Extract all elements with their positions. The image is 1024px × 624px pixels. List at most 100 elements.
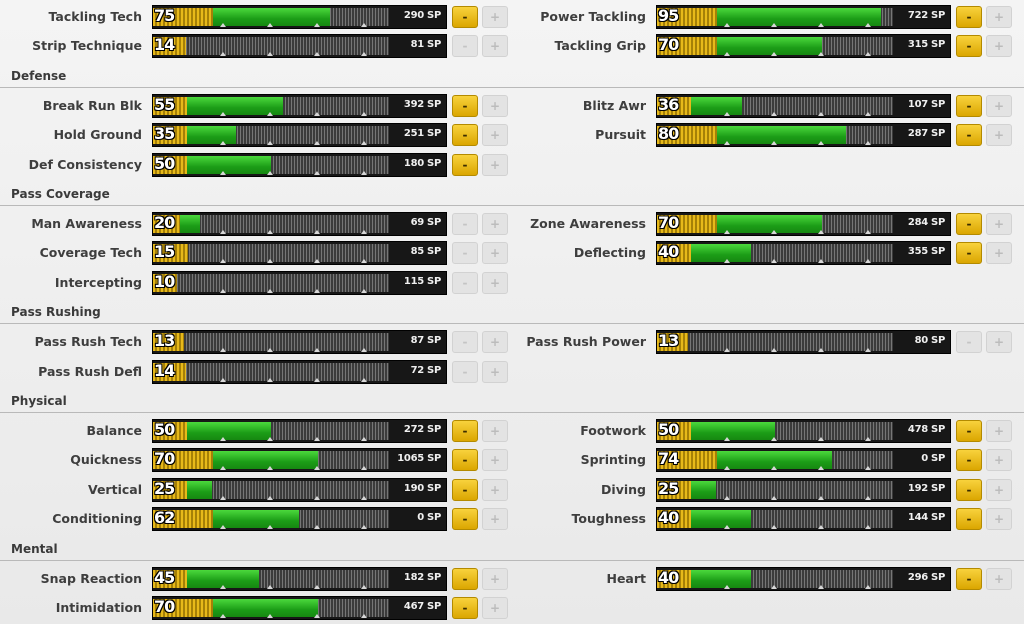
decrease-toughness-button[interactable]: - — [956, 508, 982, 531]
increase-break-run-blk-button[interactable]: + — [482, 94, 508, 117]
decrease-footwork-button[interactable]: - — [956, 420, 982, 442]
increase-diving-button[interactable]: + — [986, 478, 1012, 501]
increase-heart-button[interactable]: + — [986, 567, 1012, 590]
stat-bar-zone-awareness[interactable]: 70 284 SP — [656, 212, 951, 236]
decrease-heart-button[interactable]: - — [956, 567, 982, 590]
stat-bar-intercepting[interactable]: 10 115 SP — [152, 270, 447, 295]
stat-bar-tackling-grip[interactable]: 70 315 SP — [656, 34, 951, 59]
stat-bar-heart[interactable]: 40 296 SP — [656, 566, 951, 591]
increase-intimidation-button[interactable]: + — [482, 597, 508, 619]
decrease-quickness-button[interactable]: - — [452, 449, 478, 472]
decrease-strip-technique-button[interactable]: - — [452, 35, 478, 58]
increase-balance-button[interactable]: + — [482, 420, 508, 442]
increase-toughness-button[interactable]: + — [986, 508, 1012, 531]
decrease-man-awareness-button[interactable]: - — [452, 213, 478, 235]
stat-label-tackling-grip: Tackling Grip — [554, 38, 647, 54]
stat-bar-vertical[interactable]: 25 190 SP — [152, 477, 447, 502]
stat-bar-coverage-tech[interactable]: 15 85 SP — [152, 241, 447, 266]
stat-bar-tick — [865, 111, 871, 116]
stat-bar-pass-rush-tech[interactable]: 13 87 SP — [152, 330, 447, 355]
increase-man-awareness-button[interactable]: + — [482, 213, 508, 235]
stat-bar-man-awareness[interactable]: 20 69 SP — [152, 212, 447, 236]
stat-bar-tick — [865, 437, 871, 441]
stat-bar-strip-technique[interactable]: 14 81 SP — [152, 34, 447, 59]
increase-blitz-awr-button[interactable]: + — [986, 94, 1012, 117]
stat-bar-break-run-blk[interactable]: 55 392 SP — [152, 93, 447, 118]
decrease-deflecting-button[interactable]: - — [956, 242, 982, 265]
decrease-tackling-tech-button[interactable]: - — [452, 6, 478, 28]
stat-sp-cost: 190 SP — [403, 482, 441, 494]
increase-pass-rush-power-button[interactable]: + — [986, 331, 1012, 354]
stat-value: 13 — [154, 331, 175, 351]
decrease-tackling-grip-button[interactable]: - — [956, 35, 982, 58]
stat-bar-def-consistency[interactable]: 50 180 SP — [152, 152, 447, 177]
stat-bar-power-tackling[interactable]: 95 722 SP — [656, 5, 951, 29]
stat-bar-quickness[interactable]: 70 1065 SP — [152, 448, 447, 473]
increase-coverage-tech-button[interactable]: + — [482, 242, 508, 265]
stat-bar-snap-reaction[interactable]: 45 182 SP — [152, 566, 447, 591]
stat-bar-diving[interactable]: 25 192 SP — [656, 477, 951, 502]
increase-sprinting-button[interactable]: + — [986, 449, 1012, 472]
stat-bar-conditioning[interactable]: 62 0 SP — [152, 507, 447, 532]
decrease-snap-reaction-button[interactable]: - — [452, 567, 478, 590]
decrease-break-run-blk-button[interactable]: - — [452, 94, 478, 117]
stat-bar-tick — [267, 288, 273, 293]
decrease-intercepting-button[interactable]: - — [452, 271, 478, 294]
stat-bar-hold-ground[interactable]: 35 251 SP — [152, 123, 447, 148]
stat-bar-tick — [724, 437, 730, 441]
stat-bar-toughness[interactable]: 40 144 SP — [656, 507, 951, 532]
increase-power-tackling-button[interactable]: + — [986, 6, 1012, 28]
increase-strip-technique-button[interactable]: + — [482, 35, 508, 58]
stat-bar-pursuit[interactable]: 80 287 SP — [656, 123, 951, 148]
stat-label-pursuit: Pursuit — [595, 127, 646, 143]
increase-tackling-grip-button[interactable]: + — [986, 35, 1012, 58]
decrease-diving-button[interactable]: - — [956, 478, 982, 501]
decrease-balance-button[interactable]: - — [452, 420, 478, 442]
stat-label-sprinting: Sprinting — [580, 452, 646, 468]
increase-snap-reaction-button[interactable]: + — [482, 567, 508, 590]
decrease-pursuit-button[interactable]: - — [956, 124, 982, 147]
increase-conditioning-button[interactable]: + — [482, 508, 508, 531]
stat-bar-fill — [657, 244, 752, 263]
increase-vertical-button[interactable]: + — [482, 478, 508, 501]
decrease-intimidation-button[interactable]: - — [452, 597, 478, 619]
decrease-pass-rush-power-button[interactable]: - — [956, 331, 982, 354]
increase-footwork-button[interactable]: + — [986, 420, 1012, 442]
stat-bar-tick — [771, 230, 777, 234]
increase-pursuit-button[interactable]: + — [986, 124, 1012, 147]
decrease-conditioning-button[interactable]: - — [452, 508, 478, 531]
stat-bar-tick — [865, 23, 871, 27]
increase-intercepting-button[interactable]: + — [482, 271, 508, 294]
stat-bar-tick — [267, 525, 273, 530]
stat-bar-intimidation[interactable]: 70 467 SP — [152, 596, 447, 620]
decrease-def-consistency-button[interactable]: - — [452, 153, 478, 176]
increase-zone-awareness-button[interactable]: + — [986, 213, 1012, 235]
increase-deflecting-button[interactable]: + — [986, 242, 1012, 265]
increase-hold-ground-button[interactable]: + — [482, 124, 508, 147]
increase-def-consistency-button[interactable]: + — [482, 153, 508, 176]
increase-quickness-button[interactable]: + — [482, 449, 508, 472]
decrease-blitz-awr-button[interactable]: - — [956, 94, 982, 117]
stat-bar-pass-rush-defl[interactable]: 14 72 SP — [152, 359, 447, 384]
stat-bar-progress — [717, 37, 823, 56]
stat-bar-progress — [213, 8, 330, 26]
decrease-power-tackling-button[interactable]: - — [956, 6, 982, 28]
increase-pass-rush-tech-button[interactable]: + — [482, 331, 508, 354]
stat-bar-pass-rush-power[interactable]: 13 80 SP — [656, 330, 951, 355]
decrease-coverage-tech-button[interactable]: - — [452, 242, 478, 265]
decrease-zone-awareness-button[interactable]: - — [956, 213, 982, 235]
increase-tackling-tech-button[interactable]: + — [482, 6, 508, 28]
decrease-hold-ground-button[interactable]: - — [452, 124, 478, 147]
decrease-vertical-button[interactable]: - — [452, 478, 478, 501]
decrease-sprinting-button[interactable]: - — [956, 449, 982, 472]
stat-bar-deflecting[interactable]: 40 355 SP — [656, 241, 951, 266]
stat-bar-blitz-awr[interactable]: 36 107 SP — [656, 93, 951, 118]
stat-bar-balance[interactable]: 50 272 SP — [152, 419, 447, 443]
stat-bar-sprinting[interactable]: 74 0 SP — [656, 448, 951, 473]
stat-value: 70 — [658, 35, 679, 55]
decrease-pass-rush-tech-button[interactable]: - — [452, 331, 478, 354]
decrease-pass-rush-defl-button[interactable]: - — [452, 360, 478, 383]
increase-pass-rush-defl-button[interactable]: + — [482, 360, 508, 383]
stat-bar-footwork[interactable]: 50 478 SP — [656, 419, 951, 443]
stat-bar-tackling-tech[interactable]: 75 290 SP — [152, 5, 447, 29]
